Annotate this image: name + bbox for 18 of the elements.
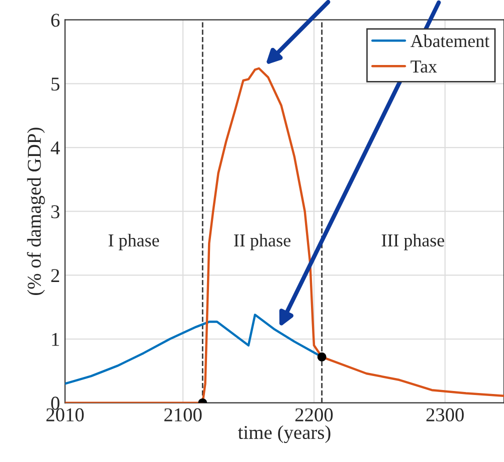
annotation: III phase [382,234,444,250]
annotation: II phase [234,234,290,250]
y-tick-label: 5 [52,78,60,91]
x-tick-label: 2200 [295,408,333,422]
x-tick-label: 2100 [164,408,202,422]
x-axis-title: time (years) [238,425,330,444]
x-tick-label: 2010 [46,408,84,422]
annotation: I phase [108,234,160,250]
y-tick-label: 6 [51,14,60,27]
y-tick-label: 2 [51,269,60,282]
y-tick-label: 1 [52,332,59,346]
y-axis-title: (% of damaged GDP) [26,128,45,296]
legend-label: Tax [410,60,437,73]
legend-label: Abatement [410,34,490,48]
y-tick-label: 4 [50,141,60,154]
y-tick-label: 0 [51,396,60,410]
x-tick-label: 2300 [426,408,464,422]
y-tick-label: 3 [51,205,60,218]
